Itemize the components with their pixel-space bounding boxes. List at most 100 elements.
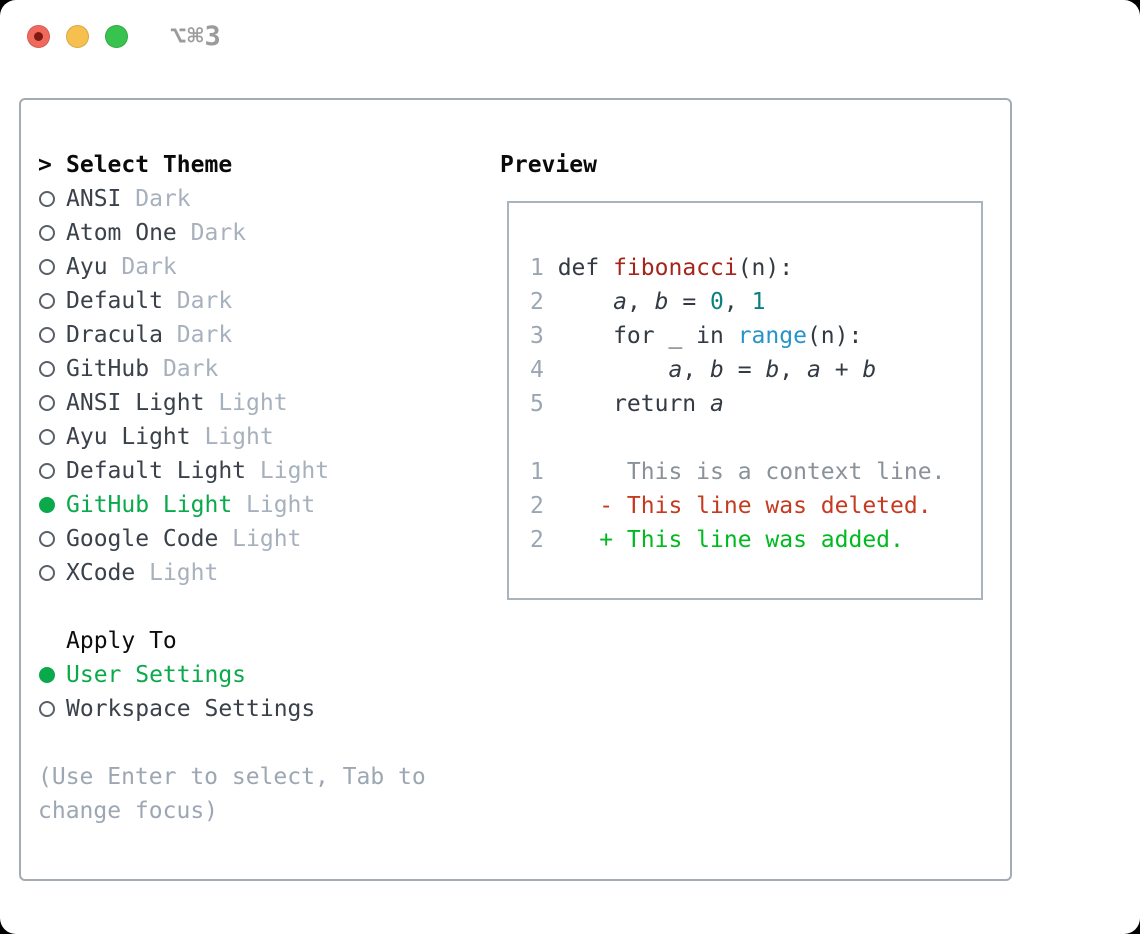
radio-icon	[39, 463, 55, 479]
theme-option-label: Ayu Light Light	[66, 424, 274, 450]
minimize-button[interactable]	[66, 25, 89, 48]
radio-icon	[39, 701, 55, 717]
theme-option-atom-one-dark[interactable]: Atom One Dark	[38, 216, 426, 250]
code-line: 1 def fibonacci(n):	[530, 251, 981, 285]
window-shortcut-label: ⌥⌘3	[170, 21, 222, 52]
theme-option-ayu-light-light[interactable]: Ayu Light Light	[38, 420, 426, 454]
line-number: 1	[530, 255, 544, 281]
theme-variant-tag: Dark	[190, 220, 247, 246]
radio-icon	[39, 395, 55, 411]
radio-icon	[39, 565, 55, 581]
code-text: for _ in range(n):	[557, 323, 863, 349]
close-button[interactable]	[27, 25, 50, 48]
line-number: 2	[530, 493, 544, 519]
radio-icon	[39, 225, 55, 241]
code-text: + This line was added.	[557, 527, 904, 553]
theme-option-label: Dracula Dark	[66, 322, 233, 348]
theme-option-ansi-dark[interactable]: ANSI Dark	[38, 182, 426, 216]
line-number: 3	[530, 323, 544, 349]
prompt-cursor-icon: >	[38, 152, 52, 178]
theme-option-label: Default Dark	[66, 288, 233, 314]
apply-to-list: User Settings Workspace Settings	[38, 658, 426, 726]
radio-selected-icon	[39, 667, 55, 683]
code-line: 2 + This line was added.	[530, 523, 981, 557]
spacer	[38, 590, 426, 624]
theme-option-label: ANSI Dark	[66, 186, 191, 212]
theme-menu: > Select Theme ANSI Dark Atom One Dark Ayu…	[38, 148, 426, 828]
theme-variant-tag: Dark	[162, 356, 219, 382]
spacer	[38, 726, 426, 760]
hint-text: (Use Enter to select, Tab to change focus…	[38, 760, 426, 828]
traffic-lights	[27, 25, 128, 48]
apply-to-header: Apply To	[38, 624, 426, 658]
code-text: return a	[557, 391, 724, 417]
theme-variant-tag: Light	[149, 560, 219, 586]
theme-option-github-dark[interactable]: GitHub Dark	[38, 352, 426, 386]
theme-variant-tag: Dark	[176, 322, 233, 348]
titlebar: ⌥⌘3	[0, 0, 1140, 75]
apply-option-workspace-settings[interactable]: Workspace Settings	[38, 692, 426, 726]
code-text: def fibonacci(n):	[557, 255, 794, 281]
radio-icon	[39, 327, 55, 343]
apply-option-user-settings[interactable]: User Settings	[38, 658, 426, 692]
theme-option-label: Google Code Light	[66, 526, 302, 552]
theme-option-xcode-light[interactable]: XCode Light	[38, 556, 426, 590]
apply-to-title: Apply To	[66, 628, 177, 654]
line-number: 5	[530, 391, 544, 417]
theme-option-dracula-dark[interactable]: Dracula Dark	[38, 318, 426, 352]
theme-list: ANSI Dark Atom One Dark Ayu Dark Default Da…	[38, 182, 426, 590]
theme-option-default-dark[interactable]: Default Dark	[38, 284, 426, 318]
code-text: This is a context line.	[557, 459, 946, 485]
theme-variant-tag: Light	[259, 458, 330, 484]
code-text: a, b = b, a + b	[668, 357, 877, 383]
theme-variant-tag: Light	[246, 492, 316, 518]
theme-option-google-code-light[interactable]: Google Code Light	[38, 522, 426, 556]
theme-option-label: XCode Light	[66, 560, 219, 586]
theme-option-ansi-light-light[interactable]: ANSI Light Light	[38, 386, 426, 420]
select-theme-title: Select Theme	[66, 152, 233, 178]
preview-title: Preview	[500, 152, 597, 178]
code-line: 2 a, b = 0, 1	[530, 285, 981, 319]
theme-option-default-light-light[interactable]: Default Light Light	[38, 454, 426, 488]
line-number: 4	[530, 357, 544, 383]
theme-picker-panel: > Select Theme ANSI Dark Atom One Dark Ayu…	[19, 98, 1012, 881]
theme-option-label: Default Light Light	[66, 458, 330, 484]
theme-variant-tag: Dark	[121, 254, 177, 280]
theme-option-github-light-light[interactable]: GitHub Light Light	[38, 488, 426, 522]
code-line: 5 return a	[530, 387, 981, 421]
code-line: 1 This is a context line.	[530, 455, 981, 489]
code-line	[530, 421, 981, 455]
theme-variant-tag: Light	[204, 424, 274, 450]
code-line: 3 for _ in range(n):	[530, 319, 981, 353]
code-line: 4 a, b = b, a + b	[530, 353, 981, 387]
line-number: 2	[530, 289, 544, 315]
theme-option-label: GitHub Light Light	[66, 492, 316, 518]
theme-option-ayu-dark[interactable]: Ayu Dark	[38, 250, 426, 284]
select-theme-header: > Select Theme	[38, 148, 426, 182]
code-text: a, b = 0, 1	[613, 289, 766, 315]
line-number: 2	[530, 527, 544, 553]
line-number	[530, 421, 544, 455]
code-text: - This line was deleted.	[557, 493, 932, 519]
radio-icon	[39, 429, 55, 445]
radio-icon	[39, 531, 55, 547]
apply-option-label: Workspace Settings	[66, 696, 316, 722]
theme-variant-tag: Light	[232, 526, 302, 552]
zoom-button[interactable]	[105, 25, 128, 48]
apply-option-label: User Settings	[66, 662, 247, 688]
theme-option-label: GitHub Dark	[66, 356, 219, 382]
theme-variant-tag: Light	[218, 390, 288, 416]
theme-variant-tag: Dark	[176, 288, 233, 314]
radio-icon	[39, 259, 55, 275]
theme-option-label: Ayu Dark	[66, 254, 177, 280]
theme-option-label: ANSI Light Light	[66, 390, 288, 416]
radio-selected-icon	[39, 497, 55, 513]
theme-option-label: Atom One Dark	[66, 220, 247, 246]
hint-line: (Use Enter to select, Tab to	[38, 764, 426, 790]
line-number: 1	[530, 459, 544, 485]
radio-icon	[39, 361, 55, 377]
hint-line: change focus)	[38, 798, 219, 824]
